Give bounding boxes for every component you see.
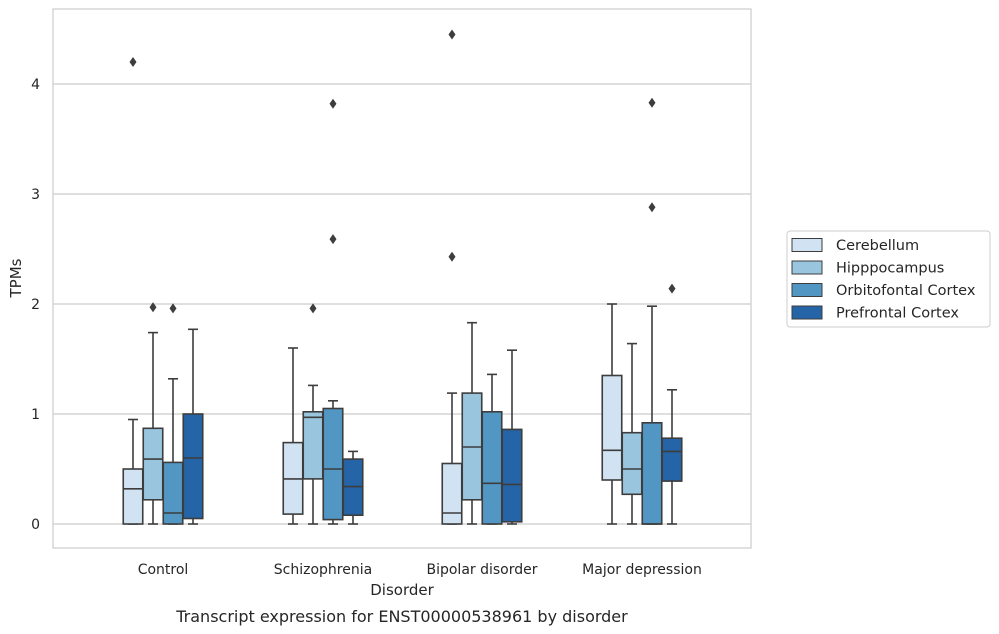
- box-cerebellum: [442, 30, 462, 525]
- y-tick-label: 2: [31, 297, 40, 313]
- box-iqr: [183, 414, 203, 519]
- outlier-point: [130, 57, 137, 67]
- x-tick-label: Schizophrenia: [274, 562, 372, 578]
- y-axis-title: TPMs: [7, 258, 25, 298]
- box-plot-chart: 0 1 2 3 4 Control Schizophrenia Bipolar disord…: [0, 0, 999, 634]
- box-iqr: [303, 412, 323, 479]
- x-tick-label: Control: [138, 562, 189, 578]
- x-axis-ticks: Control Schizophrenia Bipolar disorder Majo…: [138, 562, 702, 578]
- box-prefrontal-cortex: [502, 350, 522, 524]
- legend-label: Prefrontal Cortex: [836, 306, 959, 322]
- box-iqr: [602, 376, 622, 481]
- box-cerebellum: [283, 348, 303, 524]
- legend-swatch: [792, 306, 822, 319]
- box-orbitofontal-cortex: [642, 98, 662, 524]
- y-tick-label: 1: [31, 407, 40, 423]
- y-tick-label: 4: [31, 77, 40, 93]
- outlier-point: [310, 303, 317, 313]
- outlier-point: [449, 30, 456, 40]
- box-prefrontal-cortex: [662, 284, 682, 524]
- outlier-point: [649, 202, 656, 212]
- legend-label: Hipppocampus: [836, 261, 944, 277]
- box-iqr: [482, 412, 502, 524]
- box-orbitofontal-cortex: [482, 374, 502, 524]
- legend-label: Orbitofontal Cortex: [836, 283, 976, 299]
- box-iqr: [642, 423, 662, 524]
- outlier-point: [649, 98, 656, 108]
- legend-label: Cerebellum: [836, 238, 919, 254]
- outlier-point: [330, 99, 337, 109]
- box-hipppocampus: [622, 344, 642, 524]
- box-iqr: [622, 433, 642, 495]
- box-iqr: [143, 428, 163, 500]
- box-hipppocampus: [462, 323, 482, 524]
- box-iqr: [123, 469, 143, 524]
- legend-swatch: [792, 284, 822, 297]
- outlier-point: [449, 252, 456, 262]
- box-iqr: [163, 462, 183, 524]
- chart-caption: Transcript expression for ENST0000053896…: [175, 607, 628, 626]
- box-hipppocampus: [303, 303, 323, 524]
- legend: Cerebellum Hipppocampus Orbitofontal Corte…: [787, 231, 990, 327]
- y-tick-label: 0: [31, 517, 40, 533]
- box-hipppocampus: [143, 302, 163, 524]
- box-iqr: [662, 438, 682, 481]
- outlier-point: [669, 284, 676, 294]
- box-iqr: [442, 464, 462, 525]
- outlier-point: [330, 234, 337, 244]
- box-cerebellum: [602, 304, 622, 524]
- boxes: [123, 30, 682, 525]
- outlier-point: [170, 303, 177, 313]
- y-axis-ticks: 0 1 2 3 4: [31, 77, 40, 533]
- box-prefrontal-cortex: [343, 451, 363, 524]
- box-orbitofontal-cortex: [323, 99, 343, 524]
- box-cerebellum: [123, 57, 143, 524]
- x-tick-label: Bipolar disorder: [426, 562, 537, 578]
- box-iqr: [323, 409, 343, 520]
- legend-swatch: [792, 261, 822, 274]
- y-tick-label: 3: [31, 187, 40, 203]
- box-prefrontal-cortex: [183, 329, 203, 524]
- legend-swatch: [792, 239, 822, 252]
- box-iqr: [502, 429, 522, 521]
- x-axis-title: Disorder: [370, 581, 434, 599]
- x-tick-label: Major depression: [582, 562, 702, 578]
